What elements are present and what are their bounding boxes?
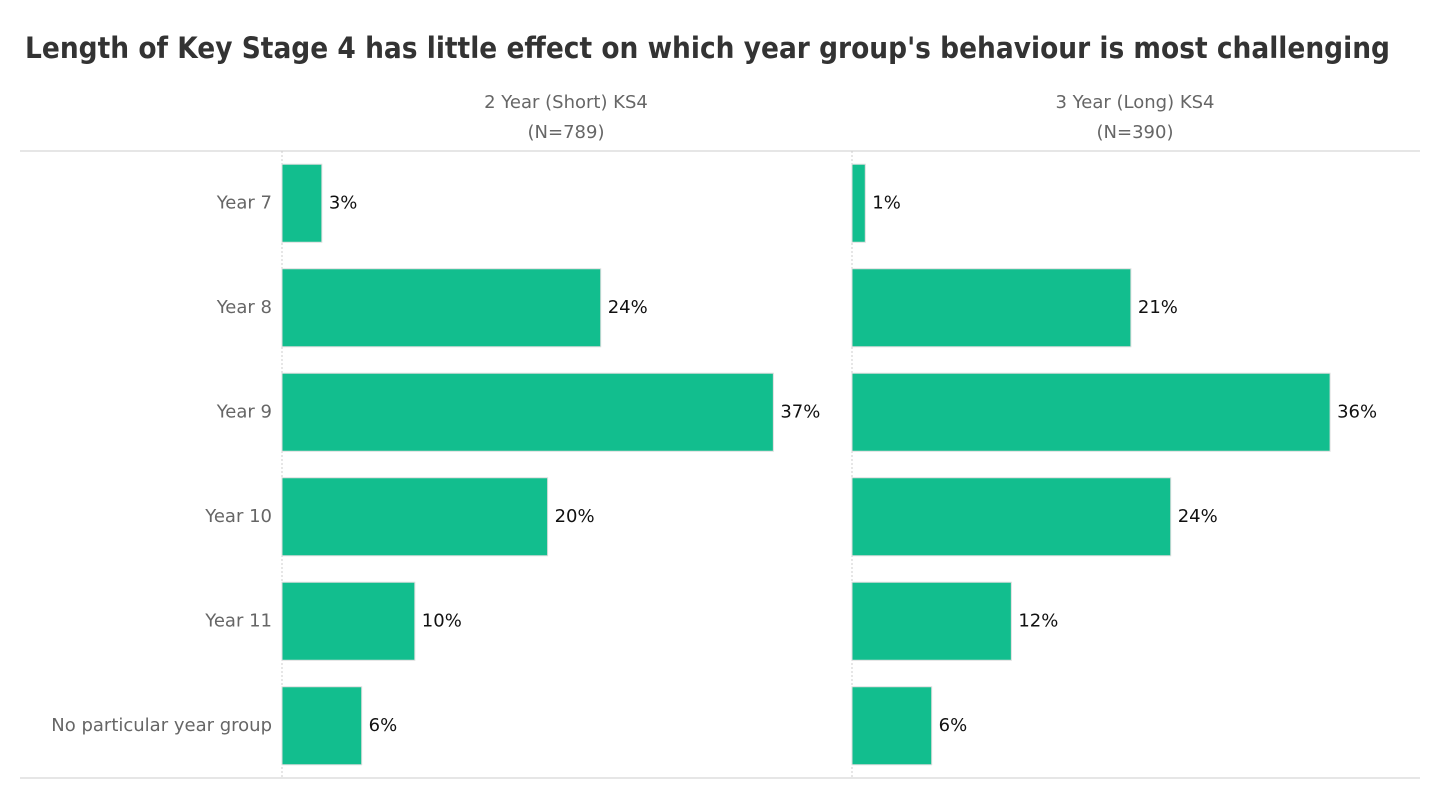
bar <box>851 477 1172 557</box>
value-label: 37% <box>780 401 820 422</box>
bar <box>281 477 549 557</box>
bar <box>851 581 1012 661</box>
bar <box>281 268 602 348</box>
category-label: Year 11 <box>204 610 272 631</box>
category-label: Year 7 <box>216 192 272 213</box>
bar <box>851 268 1132 348</box>
bar <box>281 372 774 452</box>
value-label: 10% <box>422 610 462 631</box>
panel-note: (N=390) <box>1097 122 1174 143</box>
bar <box>281 163 323 243</box>
bar <box>851 686 933 766</box>
category-label: Year 10 <box>204 506 272 527</box>
value-label: 21% <box>1138 297 1178 318</box>
value-label: 24% <box>1178 506 1218 527</box>
value-label: 12% <box>1018 610 1058 631</box>
bar <box>851 163 866 243</box>
bar <box>851 372 1331 452</box>
bar <box>281 686 363 766</box>
value-label: 24% <box>608 297 648 318</box>
panel-title: 3 Year (Long) KS4 <box>1055 92 1214 113</box>
value-label: 36% <box>1337 401 1377 422</box>
value-label: 1% <box>872 192 901 213</box>
panel-title: 2 Year (Short) KS4 <box>484 92 648 113</box>
chart-title: Length of Key Stage 4 has little effect … <box>25 31 1390 65</box>
value-label: 3% <box>329 192 358 213</box>
value-label: 6% <box>369 715 398 736</box>
category-label: No particular year group <box>51 715 272 736</box>
category-label: Year 8 <box>216 297 272 318</box>
panel-note: (N=789) <box>528 122 605 143</box>
bar <box>281 581 416 661</box>
value-label: 20% <box>555 506 595 527</box>
value-label: 6% <box>939 715 968 736</box>
category-label: Year 9 <box>216 401 272 422</box>
